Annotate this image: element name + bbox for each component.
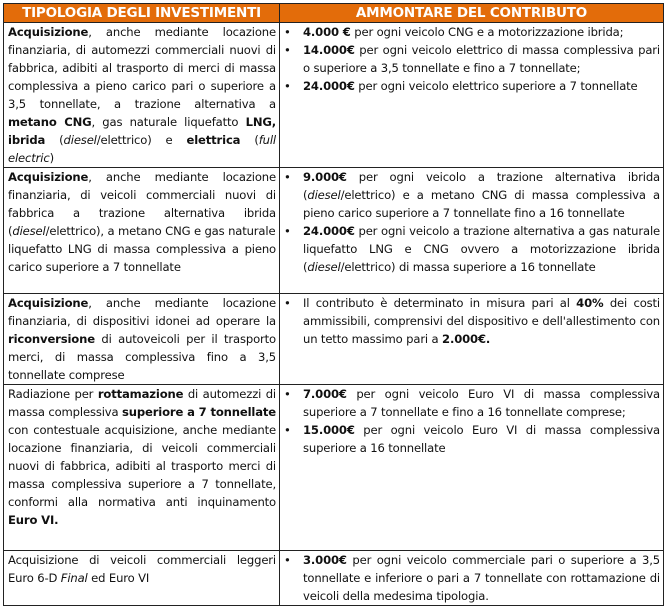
- header-contribution-amount: AMMONTARE DEL CONTRIBUTO: [279, 3, 664, 23]
- table-row: Acquisizione di veicoli commerciali legg…: [3, 550, 664, 606]
- text-segment: Acquisizione di veicoli commerciali legg…: [8, 553, 276, 585]
- text-segment: 24.000€: [303, 79, 355, 93]
- text-segment: 40%: [576, 296, 604, 310]
- investment-type-cell: Acquisizione, anche mediante locazione f…: [3, 293, 280, 385]
- text-segment: 4.000 €: [303, 25, 351, 39]
- header-investment-type: TIPOLOGIA DEGLI INVESTIMENTI: [3, 3, 280, 23]
- text-segment: diesel: [12, 224, 46, 238]
- text-segment: metano CNG: [8, 115, 92, 129]
- list-item: • 24.000€ per ogni veicolo a trazione alt…: [284, 222, 660, 276]
- table-row: Acquisizione, anche mediante locazione f…: [3, 167, 664, 294]
- list-item: • 7.000€ per ogni veicolo Euro VI di mass…: [284, 385, 660, 421]
- list-item: • 14.000€ per ogni veicolo elettrico di m…: [284, 41, 660, 77]
- contribution-list: • 9.000€ per ogni veicolo a trazione alte…: [284, 168, 660, 276]
- text-segment: Acquisizione: [8, 170, 89, 184]
- bullet-icon: •: [284, 224, 291, 238]
- text-segment: con contestuale acquisizione, anche medi…: [8, 423, 276, 509]
- text-segment: Acquisizione: [8, 25, 89, 39]
- text-segment: , anche mediante locazione finanziaria, …: [8, 170, 276, 238]
- text-segment: Radiazione per: [8, 387, 98, 401]
- contribution-cell: • 3.000€ per ogni veicolo commerciale par…: [279, 550, 664, 606]
- investment-type-cell: Radiazione per rottamazione di automezzi…: [3, 384, 280, 551]
- text-segment: per ogni veicolo Euro VI di massa comple…: [303, 423, 660, 455]
- table-row: Acquisizione, anche mediante locazione f…: [3, 293, 664, 385]
- bullet-icon: •: [284, 79, 291, 93]
- list-item: • 3.000€ per ogni veicolo commerciale par…: [284, 551, 660, 605]
- text-segment: Final: [60, 571, 88, 585]
- text-segment: Il contributo è determinato in misura pa…: [303, 296, 577, 310]
- text-segment: per ogni veicolo a trazione alternativa …: [303, 224, 660, 274]
- table-header-row: TIPOLOGIA DEGLI INVESTIMENTI AMMONTARE D…: [3, 3, 664, 23]
- text-segment: Acquisizione: [8, 296, 89, 310]
- text-segment: /elettrico), a metano CNG e gas naturale: [45, 224, 276, 238]
- text-segment: rottamazione: [97, 387, 184, 401]
- text-segment: , gas naturale liquefatto: [91, 115, 246, 129]
- contribution-cell: • 4.000 € per ogni veicolo CNG e a motori…: [279, 22, 664, 168]
- contribution-list: • 4.000 € per ogni veicolo CNG e a motori…: [284, 23, 660, 95]
- text-segment: 14.000€: [303, 43, 355, 57]
- text-segment: diesel: [63, 133, 97, 147]
- text-segment: ): [49, 151, 55, 165]
- investment-type-cell: Acquisizione, anche mediante locazione f…: [3, 167, 280, 294]
- text-segment: per ogni veicolo CNG e a motorizzazione …: [350, 25, 624, 39]
- bullet-icon: •: [284, 553, 291, 567]
- text-segment: di automezzi di massa complessiva: [8, 387, 276, 419]
- investment-table: TIPOLOGIA DEGLI INVESTIMENTI AMMONTARE D…: [3, 3, 664, 606]
- text-segment: full electric: [8, 133, 276, 165]
- text-segment: (: [45, 133, 64, 147]
- list-item: • 9.000€ per ogni veicolo a trazione alte…: [284, 168, 660, 222]
- bullet-icon: •: [284, 423, 291, 437]
- text-segment: per ogni veicolo Euro VI di massa comple…: [303, 387, 660, 419]
- contribution-cell: • Il contributo è determinato in misura p…: [279, 293, 664, 385]
- text-segment: (: [240, 133, 259, 147]
- text-segment: 9.000€: [303, 170, 347, 184]
- text-segment: ed Euro VI: [87, 571, 150, 585]
- text-segment: 15.000€: [303, 423, 355, 437]
- text-segment: diesel: [307, 188, 341, 202]
- text-segment: per ogni veicolo elettrico di massa comp…: [303, 43, 660, 75]
- text-segment: superiore a 7 tonnellate: [122, 405, 277, 419]
- table-row: Radiazione per rottamazione di automezzi…: [3, 384, 664, 551]
- text-segment: , anche mediante locazione finanziaria, …: [8, 25, 276, 111]
- text-segment: /elettrico) e: [96, 133, 187, 147]
- bullet-icon: •: [284, 170, 291, 184]
- contribution-cell: • 7.000€ per ogni veicolo Euro VI di mass…: [279, 384, 664, 551]
- list-item: • 4.000 € per ogni veicolo CNG e a motori…: [284, 23, 660, 41]
- text-segment: per ogni veicolo commerciale pari o supe…: [303, 553, 660, 603]
- list-item: • 15.000€ per ogni veicolo Euro VI di mas…: [284, 421, 660, 457]
- contribution-cell: • 9.000€ per ogni veicolo a trazione alte…: [279, 167, 664, 294]
- contribution-list: • 7.000€ per ogni veicolo Euro VI di mass…: [284, 385, 660, 457]
- contribution-list: • Il contributo è determinato in misura p…: [284, 294, 660, 348]
- investment-type-cell: Acquisizione, anche mediante locazione f…: [3, 22, 280, 168]
- bullet-icon: •: [284, 387, 291, 401]
- text-segment: 2.000€.: [442, 332, 491, 346]
- text-segment: liquefatto LNG di massa complessiva a pi…: [8, 242, 276, 274]
- text-segment: 3.000€: [303, 553, 347, 567]
- text-segment: riconversione: [8, 332, 95, 346]
- text-segment: Euro VI.: [8, 513, 59, 527]
- text-segment: 24.000€: [303, 224, 355, 238]
- list-item: • Il contributo è determinato in misura p…: [284, 294, 660, 348]
- text-segment: 7.000€: [303, 387, 347, 401]
- text-segment: dei costi ammissibili, comprensivi del d…: [303, 296, 661, 346]
- text-segment: /elettrico) e a metano CNG di massa comp…: [303, 188, 660, 220]
- list-item: • 24.000€ per ogni veicolo elettrico supe…: [284, 77, 660, 95]
- text-segment: diesel: [307, 260, 341, 274]
- text-segment: per ogni veicolo a trazione alternativa …: [303, 170, 660, 202]
- text-segment: elettrica: [186, 133, 241, 147]
- bullet-icon: •: [284, 296, 291, 310]
- bullet-icon: •: [284, 25, 291, 39]
- table-row: Acquisizione, anche mediante locazione f…: [3, 22, 664, 168]
- text-segment: di autoveicoli per il trasporto merci, d…: [8, 332, 276, 382]
- text-segment: /elettrico) di massa superiore a 16 tonn…: [340, 260, 596, 274]
- bullet-icon: •: [284, 43, 291, 57]
- text-segment: per ogni veicolo elettrico superiore a 7…: [354, 79, 638, 93]
- contribution-list: • 3.000€ per ogni veicolo commerciale par…: [284, 551, 660, 605]
- investment-type-cell: Acquisizione di veicoli commerciali legg…: [3, 550, 280, 606]
- text-segment: LNG, ibrida: [8, 115, 276, 147]
- text-segment: , anche mediante locazione finanziaria, …: [8, 296, 276, 328]
